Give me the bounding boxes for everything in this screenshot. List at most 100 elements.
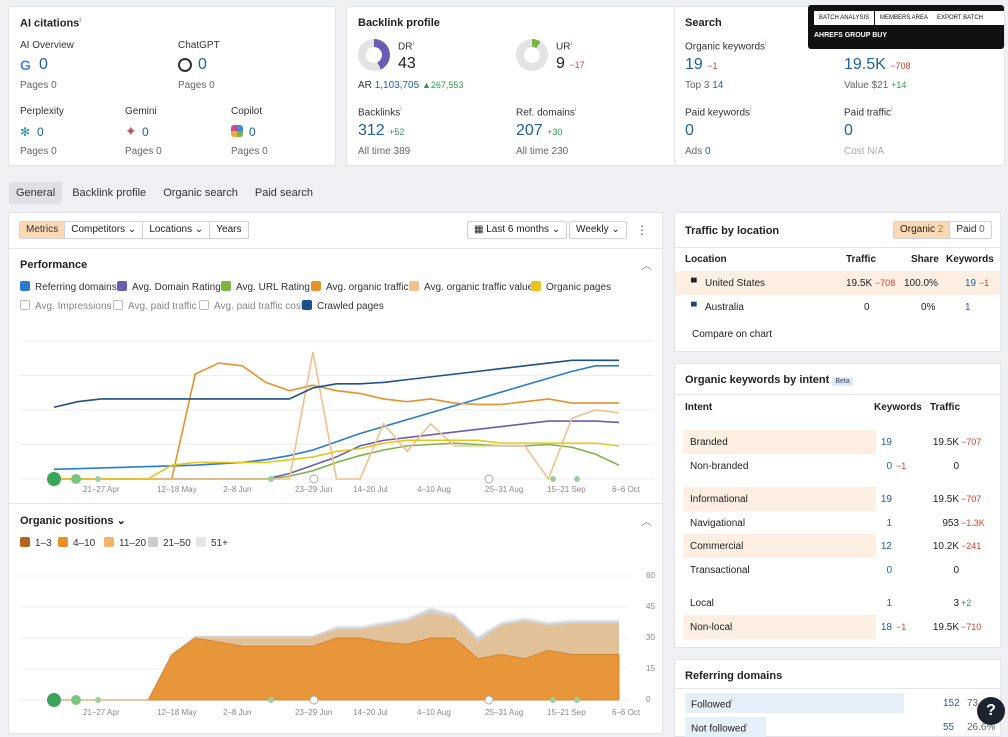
table-row[interactable]: ▀ Australia 0 0% 1 xyxy=(675,295,1000,319)
batch-analysis-button[interactable]: BATCH ANALYSIS xyxy=(814,11,875,25)
years-button[interactable]: Years xyxy=(209,222,247,238)
table-row[interactable]: Navigational 1 953 −1.3K xyxy=(675,511,1000,535)
backlinks-delta: +52 xyxy=(389,127,405,137)
event-marker[interactable] xyxy=(95,476,101,482)
keywords-value[interactable]: 1 xyxy=(886,598,892,609)
checkbox-icon[interactable] xyxy=(221,281,231,291)
annotation-marker[interactable] xyxy=(484,695,494,705)
checkbox-icon[interactable] xyxy=(311,281,321,291)
checkbox-icon[interactable] xyxy=(531,281,541,291)
keywords-value[interactable]: 18 xyxy=(880,622,892,633)
legend-item[interactable]: Avg. Impressions xyxy=(20,300,112,312)
metrics-button[interactable]: Metrics xyxy=(20,222,65,238)
members-area-button[interactable]: MEMBERS AREA xyxy=(875,11,934,25)
annotation-marker[interactable] xyxy=(309,474,319,484)
legend-item[interactable]: 1–3 xyxy=(20,537,52,549)
ar-value[interactable]: 1,103,705 xyxy=(374,80,420,91)
domain-count[interactable]: 152 xyxy=(943,698,960,709)
event-marker[interactable] xyxy=(550,476,556,482)
legend-item[interactable]: Avg. paid traffic xyxy=(113,300,197,312)
organic-traffic-value[interactable]: 19.5K −708 xyxy=(844,56,911,73)
backlinks-value[interactable]: 312 +52 xyxy=(358,122,405,139)
keywords-value[interactable]: 0 xyxy=(886,461,892,472)
event-marker[interactable] xyxy=(550,697,556,703)
event-marker[interactable] xyxy=(47,693,61,707)
table-row[interactable]: Commercial 12 10.2K −241 xyxy=(675,534,1000,558)
keywords-value[interactable]: 12 xyxy=(880,541,892,552)
legend-item[interactable]: 21–50 xyxy=(148,537,191,549)
table-row[interactable]: ▀ United States 19.5K −708 100.0% 19 −1 xyxy=(675,271,1000,295)
tab-backlink-profile[interactable]: Backlink profile xyxy=(72,187,147,199)
gemini-value[interactable]: 0 xyxy=(142,125,149,139)
checkbox-icon[interactable] xyxy=(104,537,114,547)
perplexity-value[interactable]: 0 xyxy=(37,125,44,139)
period-select[interactable]: ▦ Last 6 months ⌄ xyxy=(467,221,568,239)
legend-item[interactable]: Avg. organic traffic xyxy=(311,281,408,293)
table-row[interactable]: Informational 19 19.5K −707 xyxy=(675,487,1000,511)
legend-item[interactable]: 11–20 xyxy=(104,537,146,549)
tab-general[interactable]: General xyxy=(9,182,63,204)
legend-item[interactable]: Crawled pages xyxy=(302,300,384,312)
checkbox-icon[interactable] xyxy=(20,537,30,547)
event-marker[interactable] xyxy=(95,697,101,703)
collapse-icon[interactable]: ︿ xyxy=(641,260,652,272)
table-row[interactable]: Branded 19 19.5K −707 xyxy=(675,430,1000,454)
checkbox-icon[interactable] xyxy=(196,537,206,547)
legend-item[interactable]: Avg. paid traffic cost xyxy=(199,300,304,312)
event-marker[interactable] xyxy=(71,695,81,705)
table-row[interactable]: Non-branded 0 −1 0 xyxy=(675,454,1000,478)
event-marker[interactable] xyxy=(47,472,61,486)
ai-overview-value[interactable]: 0 xyxy=(39,56,48,73)
checkbox-icon[interactable] xyxy=(58,537,68,547)
legend-item[interactable]: 51+ xyxy=(196,537,228,549)
checkbox-icon[interactable] xyxy=(20,300,30,310)
event-marker[interactable] xyxy=(574,697,580,703)
legend-item[interactable]: Avg. URL Rating xyxy=(221,281,310,293)
keywords-value[interactable]: 0 xyxy=(886,565,892,576)
table-row[interactable]: Non-local 18 −1 19.5K −710 xyxy=(675,615,1000,639)
checkbox-icon[interactable] xyxy=(409,281,419,291)
more-menu-icon[interactable]: ⋮ xyxy=(636,223,648,237)
competitors-button[interactable]: Competitors ⌄ xyxy=(64,222,142,238)
tab-organic-search[interactable]: Organic search xyxy=(163,187,238,199)
checkbox-icon[interactable] xyxy=(302,300,312,310)
organic-keywords-value[interactable]: 19 −1 xyxy=(685,56,718,73)
legend-item[interactable]: Avg. Domain Rating xyxy=(117,281,221,293)
tab-paid-search[interactable]: Paid search xyxy=(254,187,313,199)
table-row[interactable]: Transactional 0 0 xyxy=(675,558,1000,582)
legend-item[interactable]: Avg. organic traffic value xyxy=(409,281,533,293)
annotation-marker[interactable] xyxy=(309,695,319,705)
locations-button[interactable]: Locations ⌄ xyxy=(142,222,209,238)
paid-traffic-value[interactable]: 0 xyxy=(844,122,853,139)
checkbox-icon[interactable] xyxy=(113,300,123,310)
domain-count[interactable]: 55 xyxy=(943,722,955,733)
collapse-icon[interactable]: ︿ xyxy=(641,516,652,528)
help-button[interactable]: ? xyxy=(977,697,1005,725)
copilot-value[interactable]: 0 xyxy=(249,125,256,139)
chatgpt-value[interactable]: 0 xyxy=(198,56,207,73)
paid-keywords-value[interactable]: 0 xyxy=(685,122,694,139)
legend-item[interactable]: Referring domains xyxy=(20,281,117,293)
event-marker[interactable] xyxy=(268,476,274,482)
compare-on-chart-link[interactable]: Compare on chart xyxy=(692,329,773,340)
interval-select[interactable]: Weekly ⌄ xyxy=(569,221,627,239)
checkbox-icon[interactable] xyxy=(199,300,209,310)
event-marker[interactable] xyxy=(268,697,274,703)
event-marker[interactable] xyxy=(71,474,81,484)
event-marker[interactable] xyxy=(574,476,580,482)
legend-item[interactable]: 4–10 xyxy=(58,537,95,549)
refdomains-value[interactable]: 207 +30 xyxy=(516,122,563,139)
keywords-value[interactable]: 19 xyxy=(880,437,892,448)
annotation-marker[interactable] xyxy=(484,474,494,484)
paid-toggle[interactable]: Paid 0 xyxy=(949,222,990,238)
table-row[interactable]: Local 1 3 +2 xyxy=(675,591,1000,615)
checkbox-icon[interactable] xyxy=(117,281,127,291)
keywords-value[interactable]: 19 xyxy=(880,494,892,505)
organic-toggle[interactable]: Organic 2 xyxy=(894,222,950,238)
checkbox-icon[interactable] xyxy=(20,281,30,291)
legend-item[interactable]: Organic pages xyxy=(531,281,611,293)
keywords-value[interactable]: 1 xyxy=(886,518,892,529)
checkbox-icon[interactable] xyxy=(148,537,158,547)
export-batch-data-button[interactable]: EXPORT BATCH DATA xyxy=(932,11,1004,35)
organic-positions-title[interactable]: Organic positions ⌄ xyxy=(20,515,126,527)
